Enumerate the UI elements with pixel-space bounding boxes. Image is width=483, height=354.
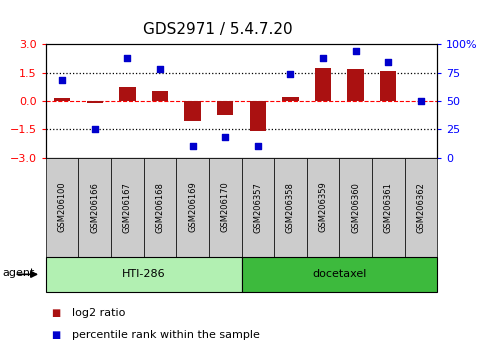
Text: docetaxel: docetaxel <box>312 269 367 279</box>
Text: GSM206167: GSM206167 <box>123 182 132 233</box>
Text: GSM206100: GSM206100 <box>57 182 67 233</box>
Text: GSM206360: GSM206360 <box>351 182 360 233</box>
Point <box>221 134 229 140</box>
Point <box>319 55 327 61</box>
Bar <box>152 91 168 101</box>
Point <box>254 143 262 149</box>
Bar <box>54 98 71 101</box>
Bar <box>282 97 298 101</box>
Bar <box>185 101 201 121</box>
Text: GSM206362: GSM206362 <box>416 182 426 233</box>
Bar <box>315 68 331 101</box>
Bar <box>217 101 233 115</box>
Point <box>156 66 164 72</box>
Point <box>286 71 294 76</box>
Text: percentile rank within the sample: percentile rank within the sample <box>72 330 260 339</box>
Bar <box>119 87 136 101</box>
Point <box>189 143 197 149</box>
Text: GSM206169: GSM206169 <box>188 182 197 233</box>
Bar <box>347 69 364 101</box>
Text: GSM206168: GSM206168 <box>156 182 165 233</box>
Text: HTI-286: HTI-286 <box>122 269 166 279</box>
Text: GSM206361: GSM206361 <box>384 182 393 233</box>
Point <box>352 48 359 54</box>
Text: agent: agent <box>2 268 35 278</box>
Text: GDS2971 / 5.4.7.20: GDS2971 / 5.4.7.20 <box>142 22 292 37</box>
Text: GSM206359: GSM206359 <box>318 182 327 233</box>
Bar <box>380 71 397 101</box>
Text: GSM206357: GSM206357 <box>253 182 262 233</box>
Text: ■: ■ <box>51 330 60 339</box>
Text: GSM206170: GSM206170 <box>221 182 230 233</box>
Point <box>124 55 131 61</box>
Text: GSM206166: GSM206166 <box>90 182 99 233</box>
Text: ■: ■ <box>51 308 60 318</box>
Bar <box>86 101 103 103</box>
Point <box>58 78 66 83</box>
Text: log2 ratio: log2 ratio <box>72 308 126 318</box>
Point <box>91 126 99 132</box>
Point <box>384 59 392 65</box>
Text: GSM206358: GSM206358 <box>286 182 295 233</box>
Bar <box>250 101 266 131</box>
Point <box>417 98 425 104</box>
Bar <box>412 101 429 102</box>
